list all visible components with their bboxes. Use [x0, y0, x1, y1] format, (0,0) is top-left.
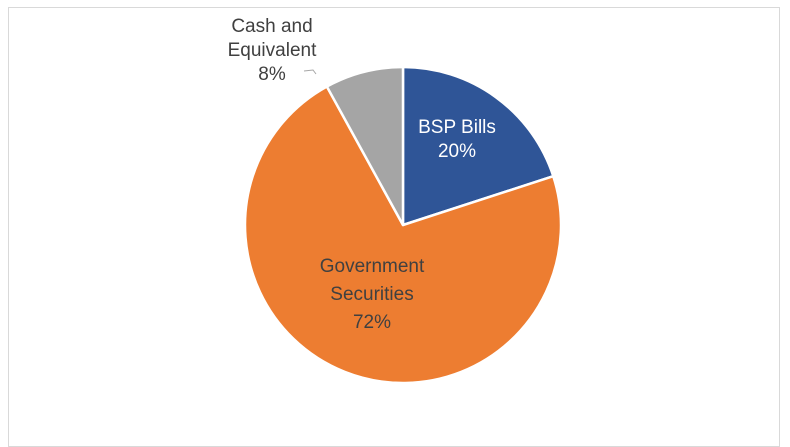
data-label-name: Cash and [231, 16, 312, 37]
data-label-name: Government [320, 256, 425, 277]
data-labels: BSP Bills 20% Government Securities 72% Cash … [228, 16, 496, 333]
data-label-percent: 8% [258, 64, 286, 85]
data-label-bsp-bills: BSP Bills 20% [418, 117, 496, 162]
data-label-percent: 72% [353, 312, 391, 333]
data-label-name: Equivalent [228, 40, 317, 61]
data-label-cash-and-equivalent: Cash and Equivalent 8% [228, 16, 317, 85]
leader-lines [303, 69, 317, 75]
pie-slice-bsp-bills [401, 65, 555, 227]
data-label-government-securities: Government Securities 72% [320, 256, 425, 333]
data-label-name: BSP Bills [418, 117, 496, 138]
pie-slice-government-securities [243, 85, 563, 385]
pie-slice-cash-and-equivalent [325, 65, 405, 227]
leader-line-cash-and-equivalent [303, 69, 317, 75]
data-label-name: Securities [330, 284, 413, 305]
pie-chart: BSP Bills 20% Government Securities 72% Cash … [228, 16, 563, 385]
data-label-percent: 20% [438, 141, 476, 162]
pie-slices [243, 65, 563, 385]
